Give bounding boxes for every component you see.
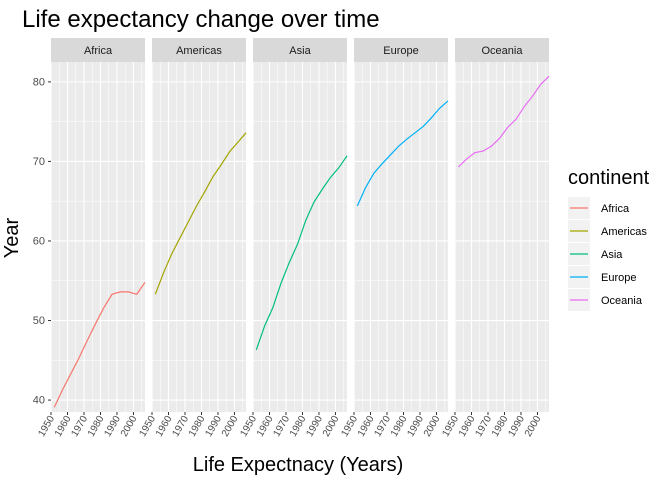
- panel-background: [455, 62, 549, 412]
- facet-strip-label: Americas: [176, 45, 222, 57]
- y-axis: 40 50 60 70 80: [33, 76, 51, 407]
- x-tick-label: 2000: [119, 414, 140, 439]
- y-tick-label: 50: [33, 315, 45, 327]
- legend-item-asia: Asia: [568, 243, 623, 265]
- facet-panels: Africa195019601970198019902000Americas19…: [33, 38, 550, 439]
- x-axis-title: Life Expectnacy (Years): [193, 454, 403, 476]
- facet-strip: [152, 38, 246, 62]
- series-line-americas: [154, 132, 247, 295]
- legend: continent Africa Americas Asia Europe Oceani…: [568, 167, 650, 311]
- series-line-asia: [255, 155, 348, 351]
- facet-strip: [51, 38, 145, 62]
- legend-item-africa: Africa: [568, 197, 630, 219]
- panel-background: [51, 62, 145, 412]
- legend-keys: Africa Americas Asia Europe Oceania: [568, 197, 647, 311]
- legend-label: Asia: [601, 249, 623, 261]
- facet-strip: [253, 38, 347, 62]
- facet-strip-label: Oceania: [482, 45, 524, 57]
- series-line-europe: [356, 100, 449, 207]
- legend-item-europe: Europe: [568, 266, 636, 288]
- x-tick-label: 2000: [220, 414, 241, 439]
- legend-label: Europe: [601, 272, 636, 284]
- legend-label: Africa: [601, 203, 630, 215]
- legend-item-americas: Americas: [568, 220, 647, 242]
- facet-strip: [455, 38, 549, 62]
- x-tick-label: 2000: [422, 414, 443, 439]
- facet-strip: [354, 38, 448, 62]
- series-line-africa: [53, 281, 146, 408]
- panel-background: [354, 62, 448, 412]
- y-tick-label: 80: [33, 76, 45, 88]
- x-tick-label: 2000: [321, 414, 342, 439]
- legend-label: Americas: [601, 226, 647, 238]
- panel-background: [152, 62, 246, 412]
- facet-strip-label: Africa: [84, 45, 113, 57]
- y-axis-title: Year: [1, 217, 23, 258]
- legend-title: continent: [568, 167, 650, 189]
- legend-item-oceania: Oceania: [568, 289, 643, 311]
- y-tick-label: 70: [33, 156, 45, 168]
- x-tick-label: 2000: [523, 414, 544, 439]
- chart-title: Life expectancy change over time: [22, 6, 380, 33]
- series-line-oceania: [457, 75, 550, 168]
- legend-label: Oceania: [601, 295, 643, 307]
- y-tick-label: 40: [33, 395, 45, 407]
- facet-strip-label: Europe: [383, 45, 418, 57]
- y-tick-label: 60: [33, 235, 45, 247]
- facet-strip-label: Asia: [289, 45, 311, 57]
